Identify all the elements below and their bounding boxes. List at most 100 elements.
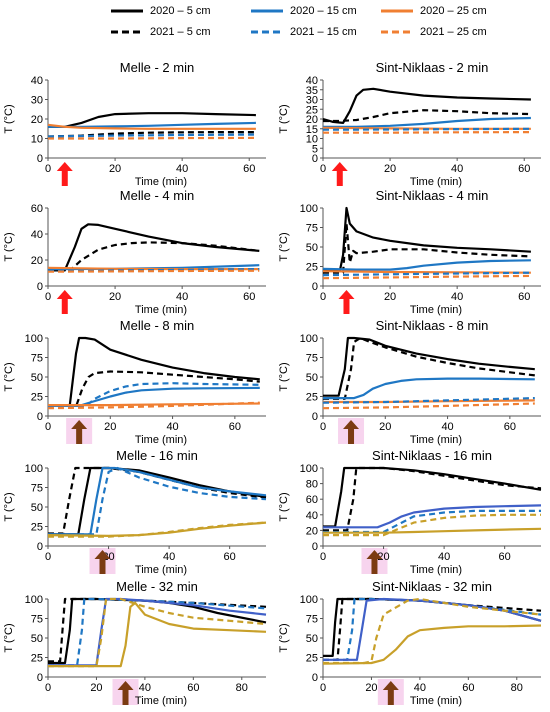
x-axis-label: Time (min)	[410, 434, 462, 446]
series-line	[322, 271, 531, 277]
y-tick-label: 50	[306, 242, 318, 254]
series-line	[323, 131, 531, 134]
legend: 2020 – 5 cm 2020 – 15 cm 2020 – 25 cm 2021 …	[0, 0, 550, 50]
x-tick-label: 60	[243, 163, 255, 175]
x-tick-label: 20	[377, 551, 389, 563]
y-tick-label: 100	[300, 203, 318, 215]
series-line	[322, 624, 542, 665]
legend-item: 2020 – 25 cm	[380, 5, 487, 17]
arrow-shaft	[122, 689, 129, 705]
y-tick-label: 100	[25, 333, 43, 345]
legend-item: 2021 – 25 cm	[380, 26, 487, 38]
chart-title: Sint-Niklaas - 4 min	[376, 188, 489, 203]
series-line	[47, 269, 260, 273]
x-tick-label: 60	[462, 682, 474, 694]
y-tick-label: 20	[306, 114, 318, 126]
heating-start-arrow-icon	[331, 162, 348, 186]
x-tick-label: 40	[441, 421, 453, 433]
series-line	[47, 123, 256, 130]
legend-item: 2021 – 5 cm	[110, 26, 211, 38]
y-axis-label: T (°C)	[3, 232, 15, 261]
series-line	[47, 266, 260, 271]
x-tick-label: 40	[451, 291, 463, 303]
y-axis-label: T (°C)	[3, 492, 15, 521]
x-tick-label: 0	[320, 421, 326, 433]
chart-title: Sint-Niklaas - 2 min	[376, 60, 489, 75]
heating-start-arrow-icon	[71, 420, 88, 444]
legend-swatch	[111, 9, 143, 13]
legend-item: 2021 – 15 cm	[250, 26, 357, 38]
x-tick-label: 20	[90, 682, 102, 694]
y-tick-label: 20	[31, 255, 43, 267]
series-line	[323, 116, 531, 128]
x-tick-label: 20	[365, 682, 377, 694]
y-tick-label: 50	[31, 633, 43, 645]
series-line	[48, 223, 260, 272]
x-axis-label: Time (min)	[135, 695, 187, 707]
heating-start-arrow-icon	[56, 290, 73, 314]
series-line	[47, 133, 256, 138]
y-tick-label: 40	[31, 75, 43, 87]
heating-start-arrow-icon	[94, 550, 111, 574]
y-tick-label: 60	[306, 494, 318, 506]
x-tick-label: 60	[504, 421, 516, 433]
series-line	[48, 466, 267, 536]
legend-label: 2020 – 25 cm	[420, 5, 487, 17]
y-tick-label: 75	[31, 483, 43, 495]
y-tick-label: 0	[37, 281, 43, 293]
series-line	[323, 504, 542, 529]
legend-label: 2021 – 25 cm	[420, 26, 487, 38]
x-tick-label: 60	[243, 291, 255, 303]
x-tick-label: 0	[45, 551, 51, 563]
arrow-head	[56, 290, 73, 299]
legend-item: 2020 – 15 cm	[250, 5, 357, 17]
chart-title: Sint-Niklaas - 8 min	[376, 318, 489, 333]
chart-panel: Melle - 2 min 0 10 20 30 40 0 20 40 60 Time (min) T…	[0, 58, 272, 188]
chart-panel: Melle - 8 min 0 25 50 75 100 0 20 40 60 Time (min)…	[0, 316, 272, 446]
chart-title: Melle - 16 min	[116, 448, 198, 463]
series-line	[322, 274, 531, 280]
legend-label: 2021 – 5 cm	[150, 26, 211, 38]
y-tick-label: 25	[31, 392, 43, 404]
series-line	[48, 597, 267, 668]
x-tick-label: 0	[320, 291, 326, 303]
x-tick-label: 40	[166, 421, 178, 433]
chart-svg: Melle - 2 min 0 10 20 30 40 0 20 40 60 Time (min) T…	[3, 60, 266, 188]
y-tick-label: 25	[31, 522, 43, 534]
y-tick-label: 0	[312, 281, 318, 293]
chart-panel: Sint-Niklaas - 8 min 0 25 50 75 100 0 20 40 60 Tim…	[275, 316, 547, 446]
y-tick-label: 20	[306, 525, 318, 537]
arrow-shaft	[371, 558, 378, 574]
series-line	[323, 527, 542, 534]
series-line	[323, 466, 542, 532]
series-line	[48, 402, 260, 407]
heating-start-arrow-icon	[338, 290, 355, 314]
arrow-shaft	[76, 428, 83, 444]
chart-title: Melle - 2 min	[120, 60, 194, 75]
y-tick-label: 100	[300, 463, 318, 475]
arrow-head	[366, 550, 383, 559]
y-tick-label: 40	[306, 75, 318, 87]
y-axis-label: T (°C)	[3, 104, 15, 133]
legend-swatch	[381, 30, 413, 34]
series-line	[48, 601, 267, 668]
y-tick-label: 100	[25, 594, 43, 606]
y-axis-label: T (°C)	[278, 232, 290, 261]
series-line	[48, 336, 260, 407]
legend-label: 2020 – 15 cm	[290, 5, 357, 17]
x-tick-label: 60	[518, 163, 530, 175]
y-tick-label: 0	[312, 672, 318, 684]
arrow-shaft	[336, 170, 343, 186]
y-tick-label: 0	[37, 672, 43, 684]
chart-title: Sint-Niklaas - 32 min	[372, 579, 492, 594]
y-tick-label: 75	[306, 614, 318, 626]
y-tick-label: 25	[306, 262, 318, 274]
y-tick-label: 75	[306, 223, 318, 235]
series-line	[323, 466, 542, 528]
arrow-head	[382, 681, 399, 690]
arrow-shaft	[387, 689, 394, 705]
x-tick-label: 0	[45, 421, 51, 433]
x-tick-label: 40	[139, 682, 151, 694]
x-tick-label: 20	[109, 163, 121, 175]
